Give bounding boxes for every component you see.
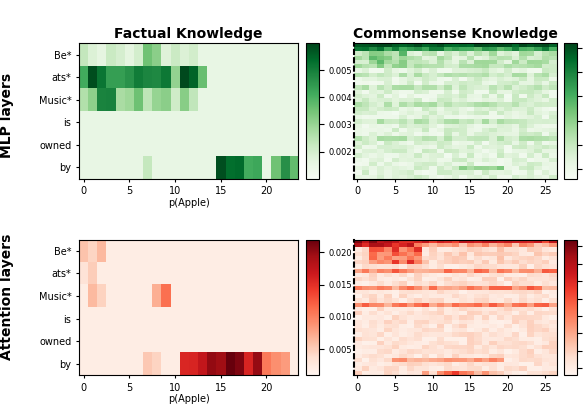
- Title: Commonsense Knowledge: Commonsense Knowledge: [353, 27, 558, 41]
- Text: MLP layers: MLP layers: [0, 73, 14, 158]
- X-axis label: p(Apple): p(Apple): [168, 394, 210, 404]
- Text: Attention layers: Attention layers: [0, 234, 14, 360]
- Title: Factual Knowledge: Factual Knowledge: [114, 27, 263, 41]
- X-axis label: p(Apple): p(Apple): [168, 198, 210, 208]
